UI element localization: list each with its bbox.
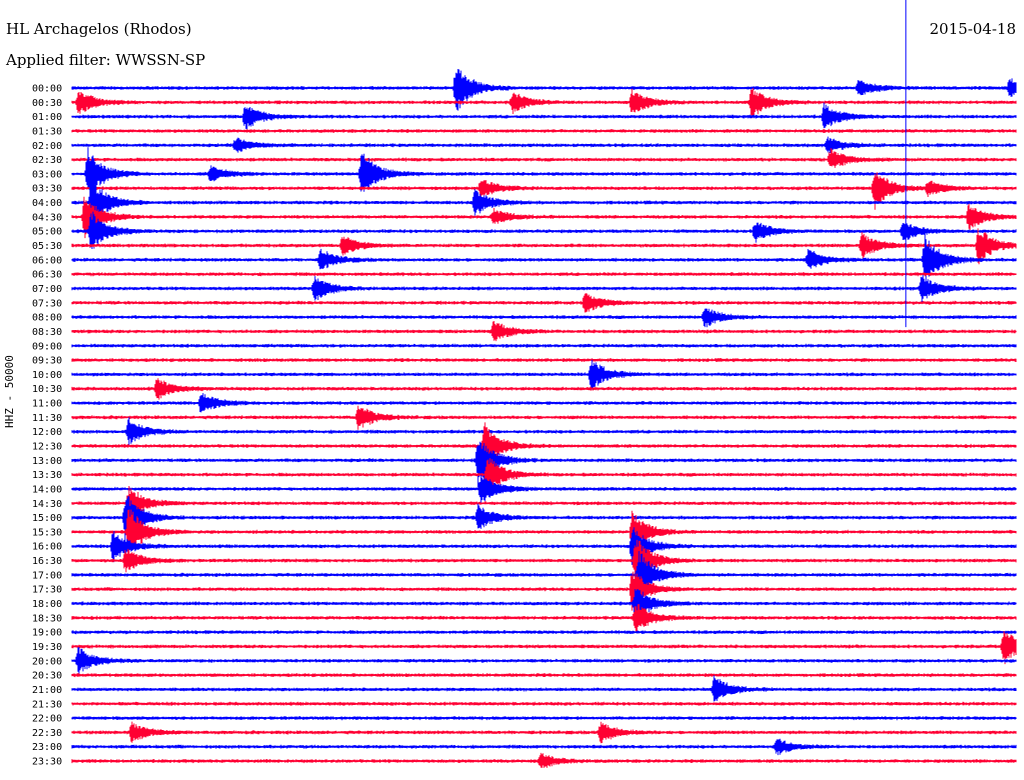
tick-label: 12:30	[32, 442, 62, 453]
tick-label: 19:30	[32, 642, 62, 653]
tick-label: 05:30	[32, 241, 62, 252]
tick-label: 06:30	[32, 270, 62, 281]
tick-label: 16:30	[32, 556, 62, 567]
tick-label: 17:00	[32, 570, 62, 581]
tick-label: 19:00	[32, 628, 62, 639]
tick-label: 08:30	[32, 327, 62, 338]
trace-line	[71, 88, 1017, 119]
trace-line	[71, 441, 1017, 488]
tick-label: 02:00	[32, 141, 62, 152]
tick-label: 03:30	[32, 184, 62, 195]
tick-label: 11:30	[32, 413, 62, 424]
tick-label: 23:30	[32, 757, 62, 768]
tick-label: 13:30	[32, 470, 62, 481]
tick-label: 06:00	[32, 255, 62, 266]
tick-label: 21:00	[32, 685, 62, 696]
tick-label: 15:30	[32, 527, 62, 538]
tick-label: 05:00	[32, 227, 62, 238]
tick-label: 20:00	[32, 656, 62, 667]
trace-line	[71, 69, 1017, 111]
tick-label: 10:00	[32, 370, 62, 381]
tick-label: 14:30	[32, 499, 62, 510]
tick-label: 17:30	[32, 585, 62, 596]
date-label: 2015-04-18	[929, 20, 1016, 38]
tick-label: 02:30	[32, 155, 62, 166]
tick-label: 21:30	[32, 699, 62, 710]
tick-label: 07:00	[32, 284, 62, 295]
tick-label: 07:30	[32, 298, 62, 309]
tick-label: 16:00	[32, 542, 62, 553]
trace-line	[71, 308, 1017, 328]
tick-label: 11:00	[32, 399, 62, 410]
tick-label: 15:00	[32, 513, 62, 524]
tick-label: 04:30	[32, 212, 62, 223]
tick-label: 00:30	[32, 98, 62, 109]
trace-line	[71, 675, 1017, 702]
tick-label: 03:00	[32, 169, 62, 180]
tick-label: 09:00	[32, 341, 62, 352]
tick-label: 10:30	[32, 384, 62, 395]
tick-label: 14:00	[32, 484, 62, 495]
tick-label: 13:00	[32, 456, 62, 467]
tick-label: 22:30	[32, 728, 62, 739]
tick-label: 18:00	[32, 599, 62, 610]
filter-label: Applied filter: WWSSN-SP	[6, 51, 206, 69]
trace-line	[71, 631, 1017, 665]
tick-label: 01:30	[32, 126, 62, 137]
trace-line	[71, 148, 1017, 168]
tick-label: 04:00	[32, 198, 62, 209]
tick-label: 12:00	[32, 427, 62, 438]
station-title: HL Archagelos (Rhodos)	[6, 20, 192, 38]
tick-label: 23:00	[32, 742, 62, 753]
tick-label: 20:30	[32, 671, 62, 682]
tick-label: 09:30	[32, 356, 62, 367]
trace-group	[71, 69, 1017, 768]
time-label-group: 00:00 00:30 01:00 01:30 02:00 02:30 03:00 03:30…	[32, 84, 62, 768]
tick-label: 08:00	[32, 313, 62, 324]
tick-label: 01:00	[32, 112, 62, 123]
tick-label: 00:00	[32, 84, 62, 95]
tick-label: 22:00	[32, 714, 62, 725]
tick-label: 18:30	[32, 613, 62, 624]
